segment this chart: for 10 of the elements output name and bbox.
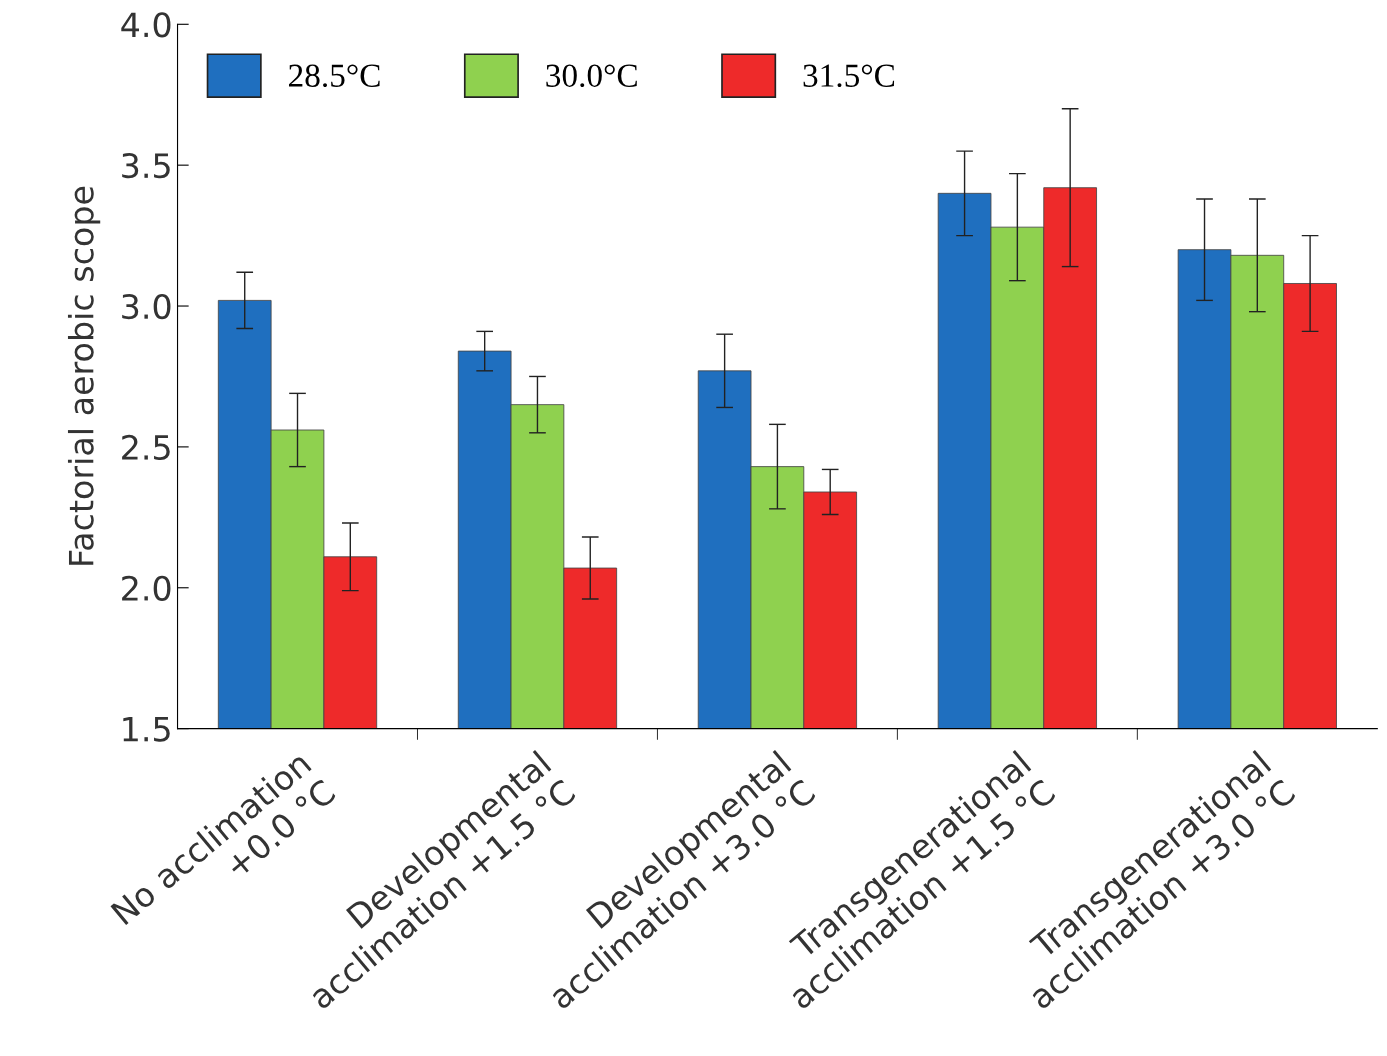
y-tick-label: 3.0 [122, 293, 171, 320]
y-tick-label: 4.0 [121, 12, 171, 38]
y-tick-label: 2.5 [122, 434, 170, 461]
y-tick-label: 3.5 [122, 153, 170, 179]
legend-label: 31.5°C [803, 64, 895, 88]
y-tick-label: 1.5 [123, 717, 170, 742]
legend-label: 28.5°C [289, 64, 380, 88]
legend-label: 30.0°C [546, 64, 637, 88]
y-axis-title: Factorial aerobic scope [67, 186, 101, 565]
y-tick-label: 2.0 [122, 575, 171, 601]
